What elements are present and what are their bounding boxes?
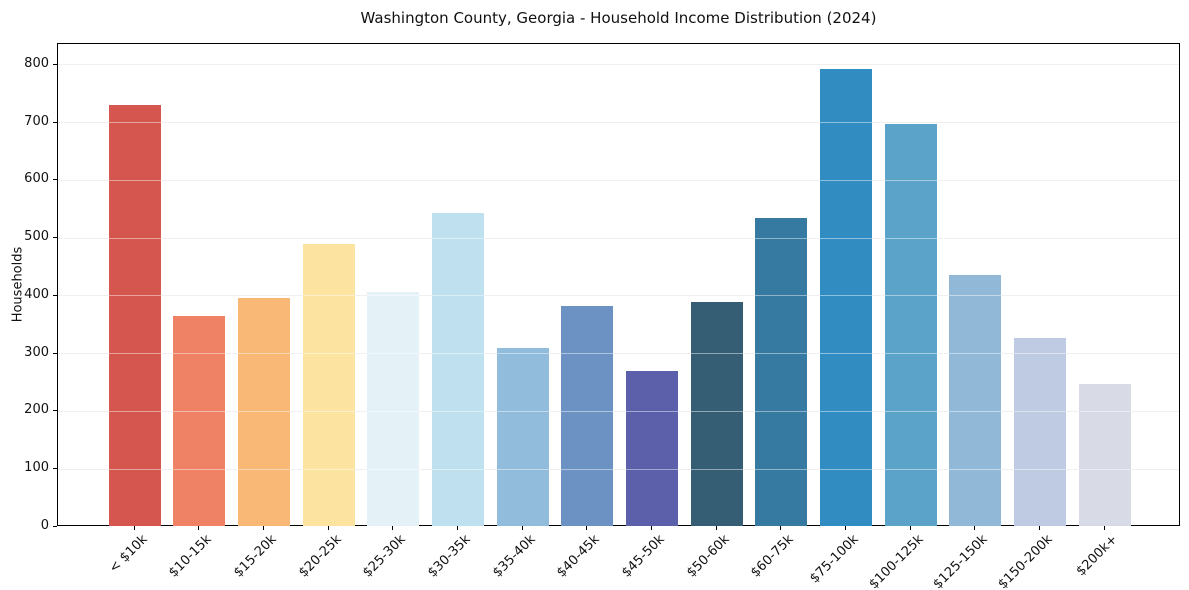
- x-tick-label: $45-50k: [618, 532, 668, 581]
- x-tick-label: $100-125k: [865, 532, 927, 590]
- bar-200k: [1078, 384, 1131, 526]
- x-tick-mark: [650, 526, 652, 530]
- x-tick-mark: [715, 526, 717, 530]
- grid-line-overlay: [58, 353, 1179, 355]
- bar-75-100k: [819, 68, 872, 526]
- grid-line: [58, 295, 1179, 297]
- grid-line-overlay: [58, 237, 1179, 239]
- x-tick-label: $50-60k: [683, 532, 733, 581]
- grid-line: [58, 122, 1179, 124]
- x-tick-mark: [521, 526, 523, 530]
- grid-line-overlay: [58, 468, 1179, 470]
- x-tick-mark: [327, 526, 329, 530]
- y-tick-label: 400: [24, 286, 49, 302]
- bar-50-60k: [690, 301, 743, 526]
- grid-line: [58, 410, 1179, 412]
- x-tick-mark: [133, 526, 135, 530]
- grid-line: [58, 468, 1179, 470]
- x-tick-mark: [1103, 526, 1105, 530]
- bar-10-15k: [173, 316, 226, 526]
- x-tick-label: $75-100k: [807, 532, 862, 587]
- x-tick-label: $20-25k: [295, 532, 345, 581]
- bar-35-40k: [496, 347, 549, 526]
- y-tick-label: 600: [24, 171, 49, 187]
- y-axis-label: Households: [10, 246, 26, 323]
- x-tick-label: $35-40k: [489, 532, 539, 581]
- y-tick-label: 800: [24, 55, 49, 71]
- x-tick-mark: [456, 526, 458, 530]
- bar-30-35k: [431, 212, 484, 526]
- x-tick-mark: [974, 526, 976, 530]
- x-tick-label: $15-20k: [230, 532, 280, 581]
- grid-line: [58, 179, 1179, 181]
- x-tick-label: $10-15k: [166, 532, 215, 581]
- y-tick-label: 300: [24, 344, 49, 360]
- y-tick-label: 100: [24, 460, 49, 476]
- y-tick-label: 200: [24, 402, 49, 418]
- y-tick-mark: [53, 294, 57, 296]
- y-tick-label: 500: [24, 229, 49, 245]
- grid-line: [58, 237, 1179, 239]
- x-tick-label: < $10k: [106, 532, 151, 577]
- x-tick-label: $25-30k: [360, 532, 409, 581]
- y-tick-mark: [53, 63, 57, 65]
- y-tick-mark: [53, 179, 57, 181]
- bar-150-200k: [1013, 338, 1066, 526]
- x-tick-mark: [586, 526, 588, 530]
- x-tick-label: $200k+: [1073, 532, 1121, 580]
- x-tick-label: $150-200k: [995, 532, 1056, 590]
- chart-title: Washington County, Georgia - Household I…: [360, 9, 877, 27]
- bar-40-45k: [561, 305, 614, 526]
- x-tick-label: $40-45k: [554, 532, 603, 581]
- bar-20-25k: [302, 243, 355, 526]
- x-tick-mark: [780, 526, 782, 530]
- x-tick-mark: [198, 526, 200, 530]
- x-tick-mark: [844, 526, 846, 530]
- bar-15-20k: [237, 297, 290, 526]
- grid-line-overlay: [58, 64, 1179, 66]
- grid-line-overlay: [58, 295, 1179, 297]
- x-tick-mark: [392, 526, 394, 530]
- grid-line: [58, 353, 1179, 355]
- x-tick-mark: [909, 526, 911, 530]
- y-tick-label: 0: [40, 518, 49, 533]
- bar-45-50k: [625, 371, 678, 526]
- bar-10k: [108, 105, 161, 526]
- bar-25-30k: [367, 292, 420, 526]
- grid-line-overlay: [58, 122, 1179, 124]
- grid-line-overlay: [58, 410, 1179, 412]
- bar-60-75k: [755, 217, 808, 526]
- x-tick-mark: [262, 526, 264, 530]
- x-tick-label: $60-75k: [748, 532, 797, 581]
- bar-100-125k: [884, 123, 937, 526]
- y-tick-mark: [53, 352, 57, 354]
- y-tick-mark: [53, 526, 57, 527]
- grid-line: [58, 64, 1179, 66]
- y-tick-mark: [53, 237, 57, 239]
- x-tick-mark: [1038, 526, 1040, 530]
- x-tick-label: $125-150k: [930, 532, 991, 590]
- y-tick-mark: [53, 121, 57, 123]
- y-tick-label: 700: [24, 113, 49, 129]
- y-tick-mark: [53, 410, 57, 412]
- plot-area: [57, 43, 1180, 526]
- bar-125-150k: [949, 275, 1002, 526]
- grid-line-overlay: [58, 179, 1179, 181]
- x-tick-label: $30-35k: [424, 532, 474, 581]
- y-tick-mark: [53, 468, 57, 470]
